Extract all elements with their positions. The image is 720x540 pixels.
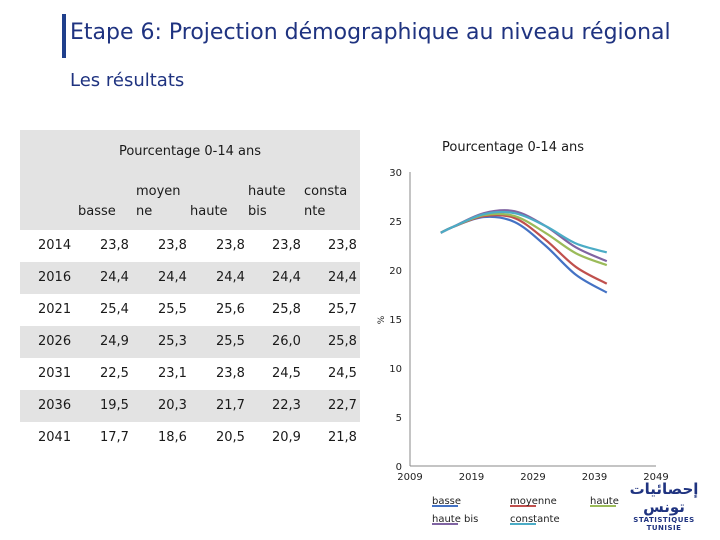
series-line-basse [440, 215, 608, 294]
table-cell: 25,4 [100, 302, 129, 317]
logo-french-text: STATISTIQUES TUNISIE [633, 516, 695, 532]
row-year: 2041 [38, 430, 72, 445]
line-chart: 0 5 10 15 20 25 30% 2009 2019 2029 2039 2049 basse mo… [377, 168, 669, 525]
x-tick-label: 2029 [520, 472, 545, 483]
table-cell: 20,9 [272, 430, 301, 445]
column-header-line [190, 182, 228, 202]
y-axis-label: % [377, 315, 387, 324]
table-cell: 21,7 [216, 398, 245, 413]
table-row: 2021 25,4 25,5 25,6 25,8 25,7 [20, 294, 360, 328]
table-cell: 24,4 [158, 270, 187, 285]
column-header-line: ne [136, 204, 153, 219]
table-cell: 23,8 [328, 238, 357, 253]
column-header-line: haute [248, 184, 286, 199]
table-cell: 25,5 [158, 302, 187, 317]
legend-label: basse [432, 496, 461, 507]
chart-title: Pourcentage 0-14 ans [442, 140, 585, 155]
y-tick-label: 10 [389, 364, 402, 375]
table-cell: 24,5 [328, 366, 357, 381]
table-cell: 22,5 [100, 366, 129, 381]
table-cell: 25,6 [216, 302, 245, 317]
x-tick-label: 2019 [459, 472, 484, 483]
table-cell: 24,4 [216, 270, 245, 285]
column-header-haute: haute [190, 182, 228, 222]
x-tick-label: 2009 [397, 472, 422, 483]
column-header-line [78, 182, 116, 202]
table-cell: 21,8 [328, 430, 357, 445]
column-header-line: bis [248, 204, 267, 219]
table-row: 2031 22,5 23,1 23,8 24,5 24,5 [20, 358, 360, 392]
table-cell: 25,8 [328, 334, 357, 349]
title-accent-bar [62, 14, 66, 58]
table-cell: 23,1 [158, 366, 187, 381]
legend-label: moyenne [510, 496, 557, 507]
y-tick-label: 15 [389, 315, 402, 326]
table-cell: 23,8 [158, 238, 187, 253]
table-cell: 25,5 [216, 334, 245, 349]
y-tick-label: 0 [396, 462, 402, 473]
table-cell: 23,8 [272, 238, 301, 253]
table-cell: 19,5 [100, 398, 129, 413]
statistiques-tunisie-logo: إحصائيات تونس STATISTIQUES TUNISIE [618, 480, 710, 532]
column-header-haute-bis: haute bis [248, 182, 286, 222]
x-tick-label: 2039 [582, 472, 607, 483]
table-cell: 23,8 [216, 366, 245, 381]
column-header-line: haute [190, 204, 228, 219]
legend-label: haute bis [432, 514, 478, 525]
table-cell: 24,9 [100, 334, 129, 349]
column-header-line: consta [304, 184, 348, 199]
table-caption: Pourcentage 0-14 ans [118, 144, 262, 159]
series-line-haute-bis [440, 209, 608, 263]
table-cell: 22,3 [272, 398, 301, 413]
row-year: 2031 [38, 366, 72, 381]
y-tick-label: 30 [389, 168, 402, 179]
table-cell: 23,8 [100, 238, 129, 253]
page-title: Etape 6: Projection démographique au niv… [70, 20, 671, 45]
table-row: 2036 19,5 20,3 21,7 22,3 22,7 [20, 390, 360, 424]
series-line-constante [440, 210, 608, 254]
column-header-moyenne: moyen ne [136, 182, 181, 222]
column-header-constante: consta nte [304, 182, 347, 222]
y-tick-label: 20 [389, 266, 402, 277]
y-tick-label: 25 [389, 217, 402, 228]
column-header-line: basse [78, 204, 116, 219]
table-cell: 24,4 [328, 270, 357, 285]
data-table: Pourcentage 0-14 ans basse moyen ne haut… [20, 130, 360, 456]
table-cell: 22,7 [328, 398, 357, 413]
table-cell: 24,4 [272, 270, 301, 285]
row-year: 2026 [38, 334, 72, 349]
table-row: 2016 24,4 24,4 24,4 24,4 24,4 [20, 262, 360, 296]
legend-label: haute [590, 496, 619, 507]
x-tick-label: 2049 [643, 472, 668, 483]
table-cell: 24,4 [100, 270, 129, 285]
y-tick-label: 5 [396, 413, 402, 424]
row-year: 2016 [38, 270, 72, 285]
table-cell: 25,7 [328, 302, 357, 317]
logo-arabic-text: إحصائيات تونس [629, 480, 699, 516]
table-cell: 17,7 [100, 430, 129, 445]
row-year: 2021 [38, 302, 72, 317]
table-cell: 20,3 [158, 398, 187, 413]
table-cell: 25,8 [272, 302, 301, 317]
table-cell: 23,8 [216, 238, 245, 253]
table-cell: 25,3 [158, 334, 187, 349]
row-year: 2014 [38, 238, 72, 253]
column-header-line: nte [304, 204, 326, 219]
table-header: Pourcentage 0-14 ans basse moyen ne haut… [20, 130, 360, 230]
table-row: 2041 17,7 18,6 20,5 20,9 21,8 [20, 422, 360, 456]
table-cell: 24,5 [272, 366, 301, 381]
page-subtitle: Les résultats [70, 70, 185, 91]
table-row: 2014 23,8 23,8 23,8 23,8 23,8 [20, 230, 360, 264]
column-header-line: moyen [136, 184, 181, 199]
table-cell: 20,5 [216, 430, 245, 445]
table-cell: 26,0 [272, 334, 301, 349]
table-cell: 18,6 [158, 430, 187, 445]
column-header-basse: basse [78, 182, 116, 222]
row-year: 2036 [38, 398, 72, 413]
table-row: 2026 24,9 25,3 25,5 26,0 25,8 [20, 326, 360, 360]
legend-label: constante [510, 514, 560, 525]
